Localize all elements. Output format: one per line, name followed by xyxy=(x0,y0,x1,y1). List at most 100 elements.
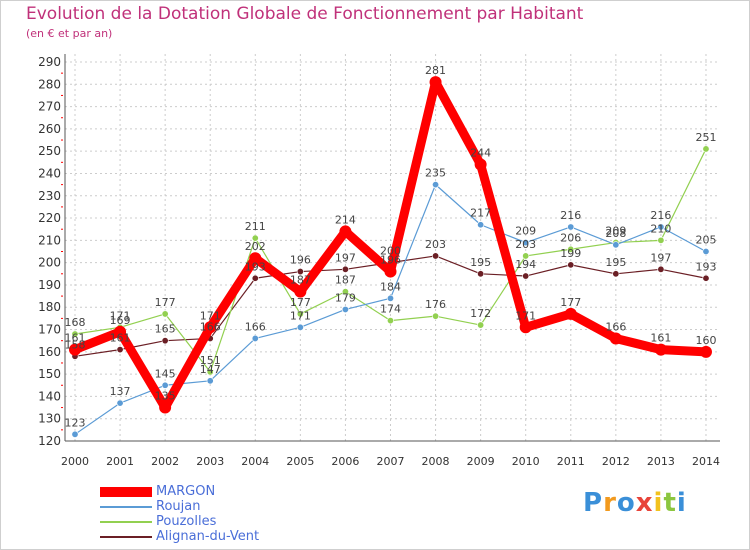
y-tick-label: 130 xyxy=(38,412,61,426)
y-tick-label: 210 xyxy=(38,233,61,247)
logo-letter: i xyxy=(676,488,687,518)
data-label: 165 xyxy=(155,323,176,336)
data-label: 172 xyxy=(470,307,491,320)
data-label: 187 xyxy=(335,274,356,287)
data-point xyxy=(249,252,262,265)
data-label: 216 xyxy=(560,209,581,222)
data-label: 217 xyxy=(470,207,491,220)
data-point xyxy=(657,236,665,244)
data-label: 211 xyxy=(245,220,266,233)
data-point xyxy=(296,268,304,276)
data-point xyxy=(386,294,394,302)
legend-label: MARGON xyxy=(156,484,216,499)
y-tick-label: 150 xyxy=(38,367,61,381)
data-point xyxy=(522,239,530,247)
data-label: 195 xyxy=(605,256,626,269)
data-label: 197 xyxy=(335,251,356,264)
data-label: 166 xyxy=(245,320,266,333)
data-label: 208 xyxy=(605,227,626,240)
data-point xyxy=(432,181,440,189)
data-point xyxy=(71,430,79,438)
data-label: 158 xyxy=(65,338,86,351)
data-point xyxy=(341,288,349,296)
data-point xyxy=(477,270,485,278)
y-tick-label: 250 xyxy=(38,144,61,158)
data-point xyxy=(567,245,575,253)
data-point xyxy=(204,321,217,334)
y-tick-label: 200 xyxy=(38,256,61,270)
data-point xyxy=(564,307,577,320)
data-label: 206 xyxy=(560,231,581,244)
x-tick-label: 2014 xyxy=(692,455,720,468)
logo-letter: x xyxy=(635,488,654,518)
y-tick-label: 170 xyxy=(38,323,61,337)
data-point xyxy=(116,346,124,354)
data-label: 193 xyxy=(695,260,716,273)
data-label: 135 xyxy=(155,390,176,403)
x-tick-label: 2013 xyxy=(647,455,675,468)
legend-item-pouzolles: Pouzolles xyxy=(100,514,259,529)
data-point xyxy=(251,234,259,242)
data-point xyxy=(339,225,352,238)
data-point xyxy=(161,381,169,389)
data-label: 203 xyxy=(515,238,536,251)
data-point xyxy=(161,337,169,345)
data-label: 147 xyxy=(200,363,221,376)
y-tick-label: 180 xyxy=(38,300,61,314)
legend: MARGON Roujan Pouzolles Alignan-du-Vent xyxy=(100,484,259,544)
data-point xyxy=(432,252,440,260)
data-label: 171 xyxy=(110,309,131,322)
data-point xyxy=(519,321,532,334)
legend-label: Roujan xyxy=(156,499,201,514)
data-point xyxy=(702,145,710,153)
y-tick-label: 280 xyxy=(38,77,61,91)
data-label: 177 xyxy=(155,296,176,309)
legend-swatch xyxy=(100,520,152,523)
logo-letter: o xyxy=(616,488,636,518)
data-point xyxy=(609,332,622,345)
data-point xyxy=(294,285,307,298)
x-tick-label: 2005 xyxy=(286,455,314,468)
data-label: 171 xyxy=(515,309,536,322)
data-point xyxy=(657,265,665,273)
data-label: 194 xyxy=(515,258,536,271)
y-tick-label: 260 xyxy=(38,122,61,136)
data-point xyxy=(206,377,214,385)
data-point xyxy=(69,343,81,356)
data-label: 199 xyxy=(560,247,581,260)
y-tick-label: 190 xyxy=(38,278,61,292)
data-point xyxy=(116,399,124,407)
logo-letter: r xyxy=(603,488,617,518)
data-label: 209 xyxy=(515,225,536,238)
data-point xyxy=(114,325,127,338)
data-point xyxy=(702,274,710,282)
logo-letter: t xyxy=(663,488,677,518)
legend-swatch xyxy=(100,505,152,508)
data-label: 197 xyxy=(650,251,671,264)
data-point xyxy=(206,368,214,376)
x-tick-label: 2000 xyxy=(61,455,89,468)
data-label: 184 xyxy=(380,280,401,293)
data-label: 160 xyxy=(695,334,716,347)
data-label: 214 xyxy=(335,213,356,226)
data-label: 123 xyxy=(65,416,86,429)
legend-item-margon: MARGON xyxy=(100,484,259,499)
legend-swatch xyxy=(100,535,152,538)
data-point xyxy=(567,223,575,231)
data-label: 145 xyxy=(155,367,176,380)
y-tick-label: 230 xyxy=(38,189,61,203)
data-point xyxy=(474,158,487,171)
y-tick-label: 290 xyxy=(38,55,61,69)
data-point xyxy=(612,270,620,278)
data-label: 281 xyxy=(425,64,446,77)
x-tick-label: 2010 xyxy=(512,455,540,468)
data-point xyxy=(296,323,304,331)
data-point xyxy=(159,401,172,414)
data-point xyxy=(296,310,304,318)
data-label: 176 xyxy=(425,298,446,311)
legend-item-roujan: Roujan xyxy=(100,499,259,514)
data-label: 169 xyxy=(110,314,131,327)
data-label: 187 xyxy=(290,274,311,287)
data-point xyxy=(429,76,442,89)
